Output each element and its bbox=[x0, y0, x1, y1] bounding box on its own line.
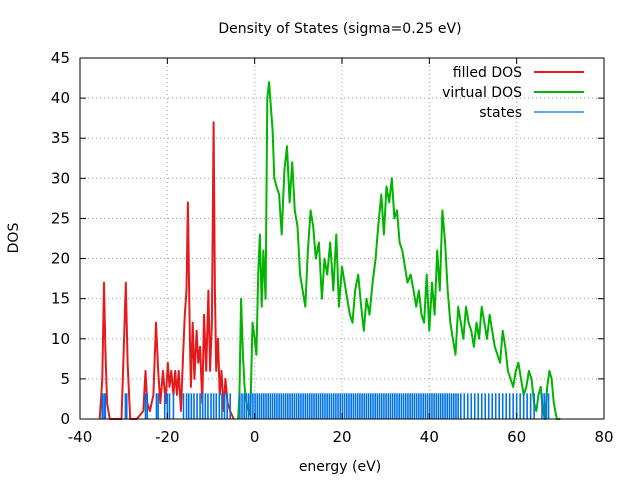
x-tick-label: -40 bbox=[68, 428, 93, 446]
plot-series bbox=[98, 81, 561, 420]
filled-dos-line bbox=[98, 121, 235, 420]
y-tick-label: 20 bbox=[51, 250, 70, 268]
grid-lines bbox=[80, 58, 604, 419]
y-tick-label: 5 bbox=[60, 370, 70, 388]
states-series bbox=[101, 393, 550, 419]
y-tick-label: 15 bbox=[51, 290, 70, 308]
y-tick-label: 0 bbox=[60, 410, 70, 428]
y-tick-label: 45 bbox=[51, 49, 70, 67]
legend-label-filled-dos: filled DOS bbox=[453, 65, 522, 81]
x-tick-label: 40 bbox=[420, 428, 439, 446]
x-tick-label: 0 bbox=[250, 428, 260, 446]
legend-label-states: states bbox=[479, 105, 522, 121]
y-tick-label: 25 bbox=[51, 209, 70, 227]
x-tick-label: 20 bbox=[332, 428, 351, 446]
x-axis-label: energy (eV) bbox=[299, 459, 381, 475]
y-tick-label: 40 bbox=[51, 89, 70, 107]
chart-title: Density of States (sigma=0.25 eV) bbox=[218, 21, 461, 37]
legend: filled DOS virtual DOS states bbox=[442, 65, 584, 121]
x-tick-label: -20 bbox=[155, 428, 180, 446]
virtual-dos-line bbox=[237, 81, 561, 420]
y-tick-label: 35 bbox=[51, 129, 70, 147]
y-tick-label: 10 bbox=[51, 330, 70, 348]
legend-label-virtual-dos: virtual DOS bbox=[442, 85, 522, 101]
axis-ticks: -40 -20 0 20 40 60 80 0 5 10 15 20 25 30 35 40 45 bbox=[51, 49, 614, 446]
y-tick-label: 30 bbox=[51, 169, 70, 187]
x-tick-label: 80 bbox=[594, 428, 613, 446]
x-tick-label: 60 bbox=[507, 428, 526, 446]
y-axis-label: DOS bbox=[6, 223, 22, 254]
